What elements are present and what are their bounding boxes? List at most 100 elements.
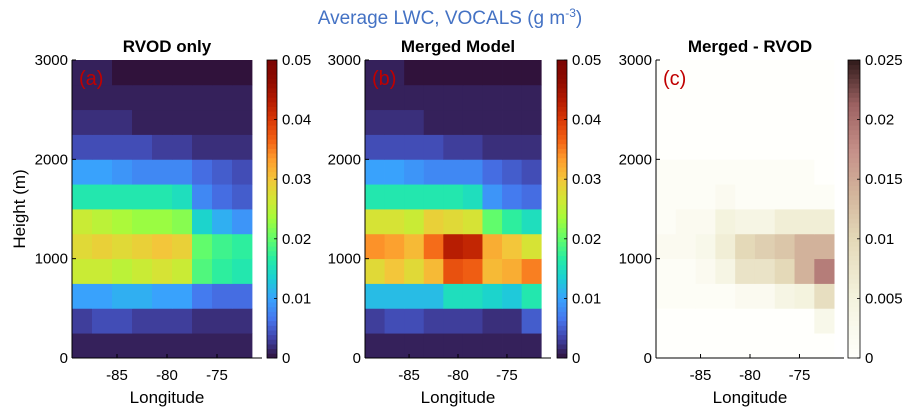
heatmap-cell [482,258,503,284]
heatmap-cell [132,233,153,260]
colorbar-segment [267,83,277,89]
heatmap-cell [656,308,677,334]
heatmap-cell [656,84,677,111]
heatmap-cell [172,233,193,260]
heatmap-cell [502,283,523,309]
colorbar-segment [267,139,277,145]
heatmap-cell [384,109,405,135]
heatmap-cell [232,258,253,284]
heatmap-cell [482,209,503,235]
heatmap-cell [443,109,464,135]
heatmap-cell [192,184,213,210]
colorbar-frame [266,59,278,359]
heatmap-cell [482,184,503,210]
colorbar-segment [267,236,277,242]
heatmap-cell [794,60,815,86]
heatmap-cell [715,333,736,359]
colorbar-segment [848,353,860,359]
y-tick-label: 2000 [35,151,68,168]
heatmap-cell [112,333,133,359]
figure-title-end: ) [576,8,582,29]
heatmap-cell [774,60,795,86]
colorbar-segment [267,190,277,196]
heatmap-cell [404,283,425,309]
colorbar-segment [267,292,277,298]
heatmap-cell [502,84,523,111]
heatmap-cell [675,184,696,210]
colorbar-tick-label: 0.02 [282,231,311,248]
y-tick-label: 1000 [35,251,68,268]
heatmap-cell [735,333,756,359]
heatmap-cell [212,60,233,86]
heatmap-cell [814,308,835,334]
heatmap-cell [132,308,153,334]
heatmap-cell [212,209,233,235]
colorbar-segment [557,139,567,145]
heatmap-cell [132,134,153,160]
colorbar-segment [848,232,860,238]
colorbar-segment [848,120,860,126]
heatmap-cell [521,233,542,260]
heatmap-cell [521,159,542,185]
heatmap-cell [794,84,815,111]
heatmap-cell [192,333,213,359]
heatmap-cell [675,233,696,260]
colorbar-segment [557,111,567,117]
heatmap-cell [754,60,776,86]
colorbar-segment [267,232,277,238]
colorbar-segment [267,204,277,210]
x-tick-label: -75 [206,367,228,384]
heatmap-cell [735,134,756,160]
colorbar-segment [557,255,567,261]
heatmap-cell [715,60,736,86]
heatmap-cell [443,134,464,160]
y-tick-label: 3000 [328,52,361,69]
heatmap-cell [212,109,233,135]
heatmap-cell [715,109,736,135]
heatmap-cell [112,308,133,334]
y-tick-label: 1000 [328,251,361,268]
colorbar-segment [267,69,277,75]
heatmap-cell [132,209,153,235]
heatmap-cell [404,109,425,135]
heatmap-cell [695,283,716,309]
heatmap-cell [112,209,133,235]
colorbar-segment [848,330,860,336]
heatmap-cell [462,84,483,111]
colorbar-segment [848,241,860,247]
heatmap-cell [774,134,795,160]
heatmap-cell [384,184,405,210]
heatmap-cell [521,60,542,86]
heatmap-cell [695,233,716,260]
heatmap-cell [365,60,385,86]
heatmap-cell [794,109,815,135]
colorbar-segment [848,260,860,266]
colorbar-tick-label: 0.03 [572,171,601,188]
heatmap-cell [715,84,736,111]
heatmap-cell [365,209,385,235]
colorbar-segment [848,334,860,340]
heatmap-cell [675,60,696,86]
colorbar: 0 0.005 0.01 0.015 0.02 0.025 [847,52,903,367]
colorbar-segment [848,264,860,270]
heatmap-cell [482,134,503,160]
colorbar-segment [848,278,860,284]
heatmap-cell [502,60,523,86]
colorbar-segment [557,334,567,340]
heatmap-cell [384,233,405,260]
heatmap-cell [132,184,153,210]
colorbar-segment [267,176,277,182]
colorbar-segment [267,250,277,256]
colorbar-segment [848,185,860,191]
heatmap-cell [814,283,835,309]
heatmap-cell [152,233,173,260]
y-tick-label: 3000 [619,52,652,69]
colorbar-segment [267,269,277,275]
colorbar: 0 0.01 0.02 0.03 0.04 0.05 [266,52,311,367]
heatmap-cell [92,308,113,334]
panel-title: Merged - RVOD [688,37,812,56]
colorbar-segment [267,111,277,117]
